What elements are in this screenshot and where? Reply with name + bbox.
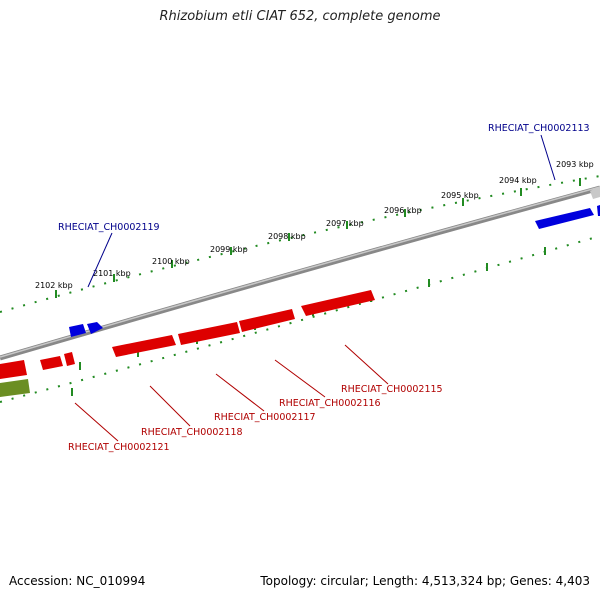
tick-label: 2097 kbp — [326, 219, 364, 228]
tick-label: 2094 kbp — [499, 176, 537, 185]
inner-tick-track — [0, 235, 600, 403]
genome-backbone — [0, 185, 600, 361]
tick-label: 2093 kbp — [556, 160, 594, 169]
outer-tick-track — [0, 175, 600, 313]
map-title: Rhizobium etli CIAT 652, complete genome — [159, 9, 441, 24]
gene-arrow-reverse[interactable] — [301, 290, 375, 316]
tick-label: 2101 kbp — [93, 269, 131, 278]
gene-arrow-reverse[interactable] — [40, 356, 63, 370]
gene-label[interactable]: RHECIAT_CH0002116 — [279, 398, 381, 409]
gene-arrow-reverse[interactable] — [239, 309, 295, 332]
gene-label[interactable]: RHECIAT_CH0002119 — [58, 222, 160, 233]
gene-arrow-reverse[interactable] — [112, 335, 176, 357]
gene-arrow-rna[interactable] — [0, 379, 30, 397]
scale-labels: 2093 kbp 2094 kbp 2095 kbp 2096 kbp 2097… — [35, 160, 594, 290]
genome-summary-text: Topology: circular; Length: 4,513,324 bp… — [260, 574, 590, 588]
outer-major-ticks — [55, 178, 581, 298]
tick-label: 2098 kbp — [268, 232, 306, 241]
gene-labels: RHECIAT_CH0002113 RHECIAT_CH0002119 RHEC… — [58, 123, 590, 453]
gene-arrow-reverse[interactable] — [0, 360, 27, 379]
gene-label[interactable]: RHECIAT_CH0002121 — [68, 442, 170, 453]
tick-label: 2102 kbp — [35, 281, 73, 290]
gene-arrow-forward[interactable] — [535, 208, 594, 229]
gene-arrow-reverse[interactable] — [178, 322, 240, 345]
gene-arrow-forward[interactable] — [69, 324, 86, 337]
tick-label: 2099 kbp — [210, 245, 248, 254]
gene-label[interactable]: RHECIAT_CH0002115 — [341, 384, 443, 395]
forward-genes — [69, 186, 600, 337]
tick-label: 2095 kbp — [441, 191, 479, 200]
gene-label[interactable]: RHECIAT_CH0002117 — [214, 412, 316, 423]
gene-arrow-reverse[interactable] — [64, 352, 75, 366]
label-leaders — [74, 134, 556, 442]
accession-text: Accession: NC_010994 — [9, 574, 146, 588]
gene-arrow-forward[interactable] — [590, 186, 600, 199]
reverse-genes — [0, 290, 375, 397]
gene-label[interactable]: RHECIAT_CH0002118 — [141, 427, 243, 438]
tick-label: 2100 kbp — [152, 257, 190, 266]
gene-arrow-forward[interactable] — [87, 322, 103, 334]
gene-label[interactable]: RHECIAT_CH0002113 — [488, 123, 590, 134]
tick-label: 2096 kbp — [384, 206, 422, 215]
gene-arrow-forward[interactable] — [597, 205, 600, 216]
